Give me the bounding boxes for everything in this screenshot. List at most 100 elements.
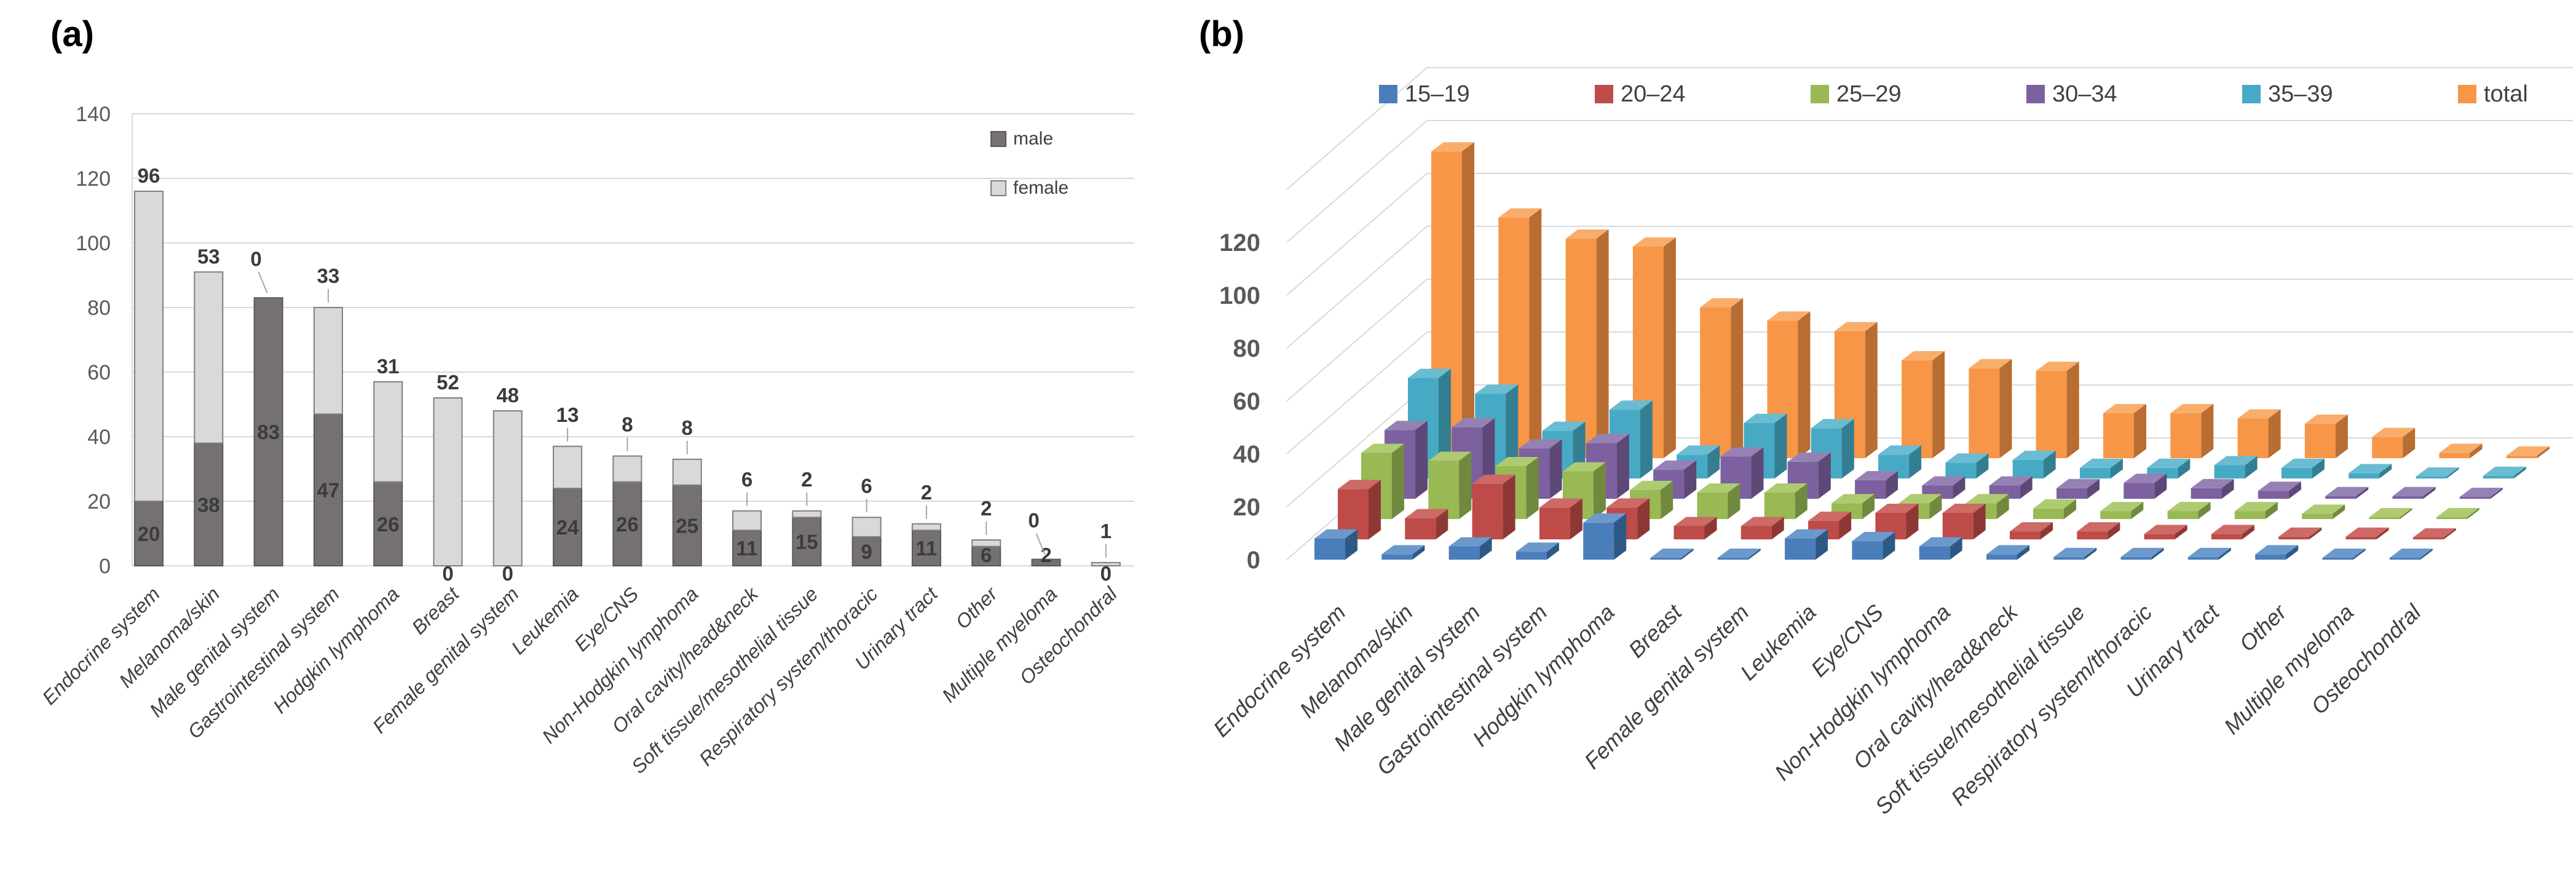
bar3d-top-35–39-2 [1542,421,1586,431]
bar3d-side-35–39-7 [1909,445,1922,478]
bar3d-front-25–29-13 [2234,511,2266,519]
female-value-label: 48 [496,384,519,407]
bar3d-side-15–19-9 [1950,537,1962,560]
y-axis-tick-label: 0 [99,555,111,578]
bar3d-front-15–19-14 [2255,554,2286,560]
bar3d-side-30–34-10 [2087,478,2100,499]
bar3d-top-35–39-4 [1677,445,1720,455]
bar3d-side-25–29-4 [1661,480,1673,519]
bar3d-front-total-2 [1565,239,1597,458]
bar3d-front-20–24-1 [1405,518,1436,539]
bar3d-side-15–19-5 [1681,549,1694,560]
bar3d-side-20–24-6 [1771,517,1784,539]
bar-male-10 [732,530,762,566]
female-value-label: 8 [682,416,693,439]
bar3d-side-30–34-15 [2423,486,2436,499]
bar3d-side-25–29-11 [2131,502,2144,519]
bar3d-front-25–29-5 [1697,493,1728,519]
bar3d-side-20–24-8 [1906,504,1919,539]
bar3d-top-15–19-10 [1986,545,2029,555]
bar-female-0 [134,191,164,502]
bar3d-side-30–34-3 [1616,434,1629,499]
y-axis-tick-label: 0 [1247,547,1260,574]
bar3d-top-15–19-6 [1717,549,1761,558]
bar3d-front-20–24-6 [1740,526,1772,539]
bar3d-front-20–24-3 [1539,507,1570,539]
bar3d-top-25–29-2 [1495,457,1539,466]
bar3d-top-25–29-11 [2100,502,2144,512]
bar-female-4 [373,381,403,483]
male-value-label: 26 [377,513,400,536]
bar3d-top-35–39-0 [1408,368,1451,378]
bar3d-top-total-8 [1969,359,2012,368]
bar3d-top-25–29-7 [1831,494,1875,504]
bar3d-side-20–24-7 [1839,511,1852,539]
bar3d-top-total-1 [1498,208,1542,218]
bar3d-side-30–34-14 [2356,486,2369,499]
bar3d-side-15–19-15 [2353,549,2366,560]
bar3d-side-30–34-13 [2288,482,2301,499]
legend-swatch-20–24 [1595,85,1613,103]
legend-swatch-15–19 [1379,85,1397,103]
female-value-label: 31 [377,355,400,378]
bar3d-top-15–19-0 [1314,529,1357,539]
bar-female-13 [911,523,941,531]
bar3d-top-20–24-8 [1875,504,1919,513]
x-axis-category-label: Breast [408,582,464,639]
bar3d-side-25–29-14 [2333,504,2345,519]
bar3d-side-25–29-7 [1862,494,1875,519]
bar3d-side-15–19-13 [2218,547,2231,560]
bar3d-side-total-7 [1932,351,1945,458]
bar3d-top-15–19-16 [2389,549,2433,558]
label-leader-diagonal [1035,533,1046,555]
grid-line-3d [1286,226,2573,349]
bar3d-top-total-4 [1700,298,1744,308]
bar3d-top-total-5 [1767,311,1811,321]
male-value-label: 6 [981,544,992,566]
bar3d-front-30–34-13 [2258,491,2289,499]
bar3d-side-30–34-16 [2490,488,2503,499]
female-value-label: 0 [1028,509,1039,532]
female-value-label: 2 [981,497,992,520]
legend-swatch-35–39 [2242,85,2261,103]
bar3d-side-total-6 [1865,322,1878,458]
bar3d-top-30–34-6 [1787,452,1831,462]
bar3d-top-25–29-13 [2234,502,2278,512]
y-axis-tick-label: 140 [76,103,111,126]
bar3d-top-35–39-15 [2416,467,2459,477]
bar3d-front-total-4 [1700,307,1731,458]
bar3d-front-total-8 [1969,368,2000,458]
bar3d-top-total-12 [2237,409,2281,419]
male-value-label: 11 [915,537,937,560]
bar3d-top-30–34-12 [2191,478,2234,488]
bar3d-front-30–34-16 [2459,497,2491,499]
bar3d-side-20–24-15 [2376,527,2389,539]
bar3d-side-20–24-13 [2242,525,2254,539]
bar3d-top-20–24-14 [2278,527,2322,537]
bar3d-top-30–34-7 [1855,470,1898,480]
bar3d-front-20–24-2 [1472,483,1503,539]
bar3d-top-30–34-4 [1653,460,1697,470]
bar3d-top-25–29-3 [1562,462,1606,472]
bar3d-top-35–39-7 [1878,445,1922,455]
bar3d-side-35–39-0 [1439,368,1451,478]
x-axis-category-label: Melanoma/skin [115,582,224,692]
bar-female-12 [851,517,882,538]
male-value-label: 0 [1100,562,1112,585]
bar3d-side-35–39-11 [2178,458,2191,478]
bar3d-front-35–39-16 [2483,475,2514,478]
bar3d-side-20–24-12 [2175,525,2187,539]
bar3d-front-15–19-2 [1448,546,1480,560]
male-value-label: 0 [442,562,453,585]
bar3d-top-35–39-10 [2080,458,2123,468]
bar3d-top-total-13 [2304,415,2348,424]
bar3d-front-15–19-11 [2053,557,2085,560]
bar3d-front-total-15 [2439,453,2470,458]
bar3d-side-35–39-9 [2043,450,2056,478]
legend-swatch-male [990,131,1006,147]
bar3d-front-25–29-16 [2436,517,2467,519]
bar3d-side-total-9 [2066,362,2079,458]
bar3d-top-15–19-4 [1583,513,1627,523]
bar3d-top-total-16 [2506,446,2550,456]
bar3d-top-25–29-1 [1428,451,1472,461]
